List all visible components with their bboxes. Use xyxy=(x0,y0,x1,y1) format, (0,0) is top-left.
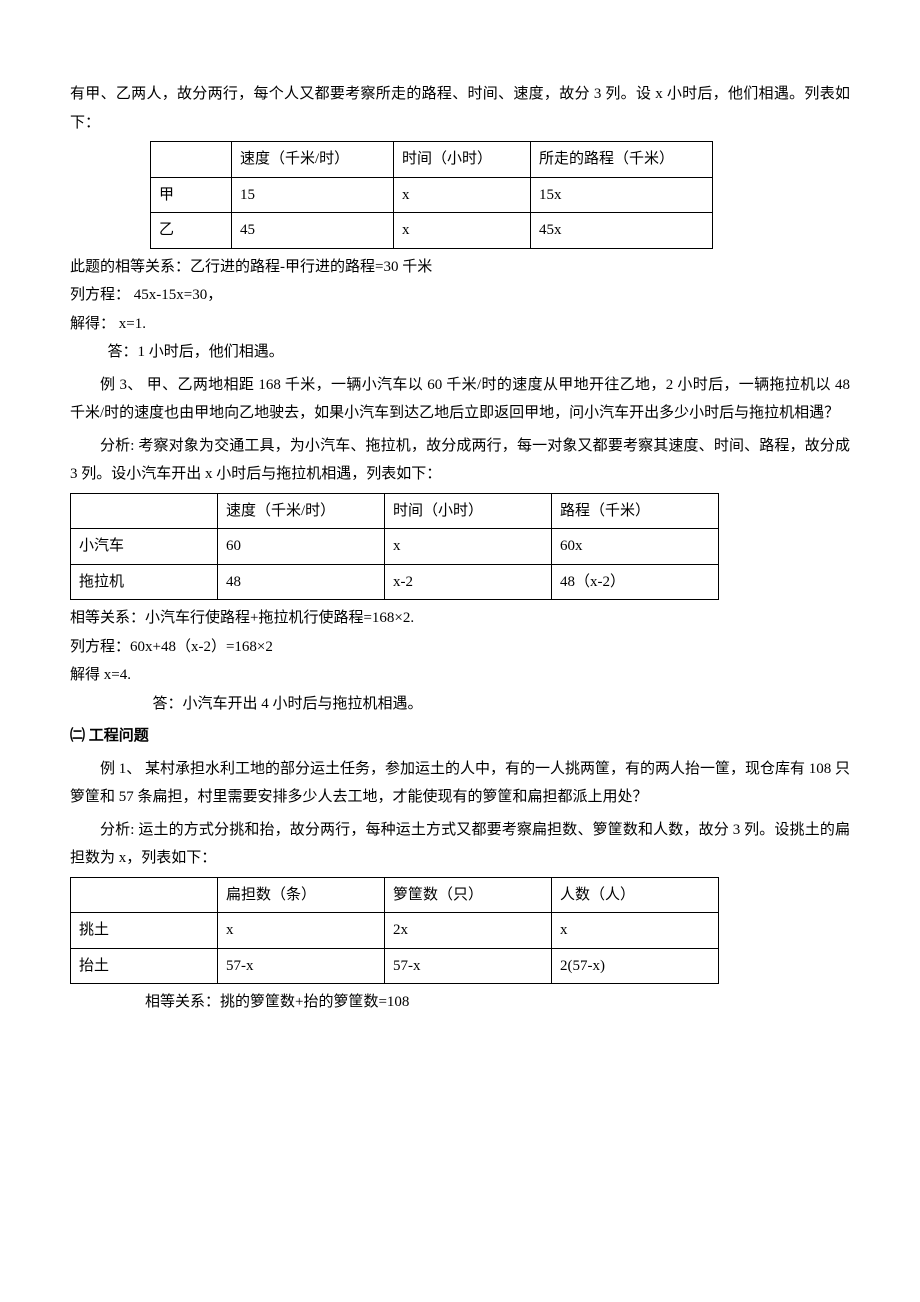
equation-text: 列方程： 45x-15x=30， xyxy=(70,281,850,310)
cell: x xyxy=(394,213,531,249)
cell xyxy=(151,142,232,178)
cell: 48（x-2） xyxy=(552,564,719,600)
answer-text: 答：小汽车开出 4 小时后与拖拉机相遇。 xyxy=(70,690,850,719)
table-sec2-ex1: 扁担数（条） 箩筐数（只） 人数（人） 挑土 x 2x x 抬土 57-x 57… xyxy=(70,877,719,985)
cell: 挑土 xyxy=(71,913,218,949)
table-row: 小汽车 60 x 60x xyxy=(71,529,719,565)
cell: 甲 xyxy=(151,177,232,213)
cell: x xyxy=(552,913,719,949)
cell: 拖拉机 xyxy=(71,564,218,600)
cell: 速度（千米/时） xyxy=(232,142,394,178)
cell: 所走的路程（千米） xyxy=(531,142,713,178)
table-header-row: 速度（千米/时） 时间（小时） 所走的路程（千米） xyxy=(151,142,713,178)
cell: x xyxy=(394,177,531,213)
cell: 时间（小时） xyxy=(394,142,531,178)
cell: 乙 xyxy=(151,213,232,249)
table-example3: 速度（千米/时） 时间（小时） 路程（千米） 小汽车 60 x 60x 拖拉机 … xyxy=(70,493,719,601)
cell: 扁担数（条） xyxy=(218,877,385,913)
cell: 2(57-x) xyxy=(552,948,719,984)
cell: x xyxy=(218,913,385,949)
cell xyxy=(71,493,218,529)
cell: 60x xyxy=(552,529,719,565)
cell: 15 xyxy=(232,177,394,213)
cell: 57-x xyxy=(385,948,552,984)
cell: 抬土 xyxy=(71,948,218,984)
table-row: 拖拉机 48 x-2 48（x-2） xyxy=(71,564,719,600)
cell: 57-x xyxy=(218,948,385,984)
table-row: 挑土 x 2x x xyxy=(71,913,719,949)
table-header-row: 扁担数（条） 箩筐数（只） 人数（人） xyxy=(71,877,719,913)
sec2-example1-title: 例 1、 某村承担水利工地的部分运土任务，参加运土的人中，有的一人挑两筐，有的两… xyxy=(70,755,850,812)
cell: 2x xyxy=(385,913,552,949)
cell: 路程（千米） xyxy=(552,493,719,529)
relation-text: 此题的相等关系：乙行进的路程-甲行进的路程=30 千米 xyxy=(70,253,850,282)
example3-title: 例 3、 甲、乙两地相距 168 千米，一辆小汽车以 60 千米/时的速度从甲地… xyxy=(70,371,850,428)
cell: 45x xyxy=(531,213,713,249)
cell: 人数（人） xyxy=(552,877,719,913)
cell xyxy=(71,877,218,913)
relation-text: 相等关系：挑的箩筐数+抬的箩筐数=108 xyxy=(70,988,850,1017)
paragraph-intro: 有甲、乙两人，故分两行，每个人又都要考察所走的路程、时间、速度，故分 3 列。设… xyxy=(70,80,850,137)
example3-analysis: 分析: 考察对象为交通工具，为小汽车、拖拉机，故分成两行，每一对象又都要考察其速… xyxy=(70,432,850,489)
section-heading: ㈡ 工程问题 xyxy=(70,722,850,751)
table-row: 抬土 57-x 57-x 2(57-x) xyxy=(71,948,719,984)
sec2-example1-analysis: 分析: 运土的方式分挑和抬，故分两行，每种运土方式又都要考察扁担数、箩筐数和人数… xyxy=(70,816,850,873)
solve-text: 解得： x=1. xyxy=(70,310,850,339)
cell: x xyxy=(385,529,552,565)
answer-text: 答：1 小时后，他们相遇。 xyxy=(70,338,850,367)
equation-text: 列方程：60x+48（x-2）=168×2 xyxy=(70,633,850,662)
solve-text: 解得 x=4. xyxy=(70,661,850,690)
cell: 60 xyxy=(218,529,385,565)
cell: x-2 xyxy=(385,564,552,600)
cell: 箩筐数（只） xyxy=(385,877,552,913)
table-row: 甲 15 x 15x xyxy=(151,177,713,213)
table-row: 乙 45 x 45x xyxy=(151,213,713,249)
cell: 48 xyxy=(218,564,385,600)
table-header-row: 速度（千米/时） 时间（小时） 路程（千米） xyxy=(71,493,719,529)
cell: 时间（小时） xyxy=(385,493,552,529)
cell: 速度（千米/时） xyxy=(218,493,385,529)
cell: 15x xyxy=(531,177,713,213)
relation-text: 相等关系：小汽车行使路程+拖拉机行使路程=168×2. xyxy=(70,604,850,633)
cell: 45 xyxy=(232,213,394,249)
cell: 小汽车 xyxy=(71,529,218,565)
table-example2: 速度（千米/时） 时间（小时） 所走的路程（千米） 甲 15 x 15x 乙 4… xyxy=(150,141,713,249)
